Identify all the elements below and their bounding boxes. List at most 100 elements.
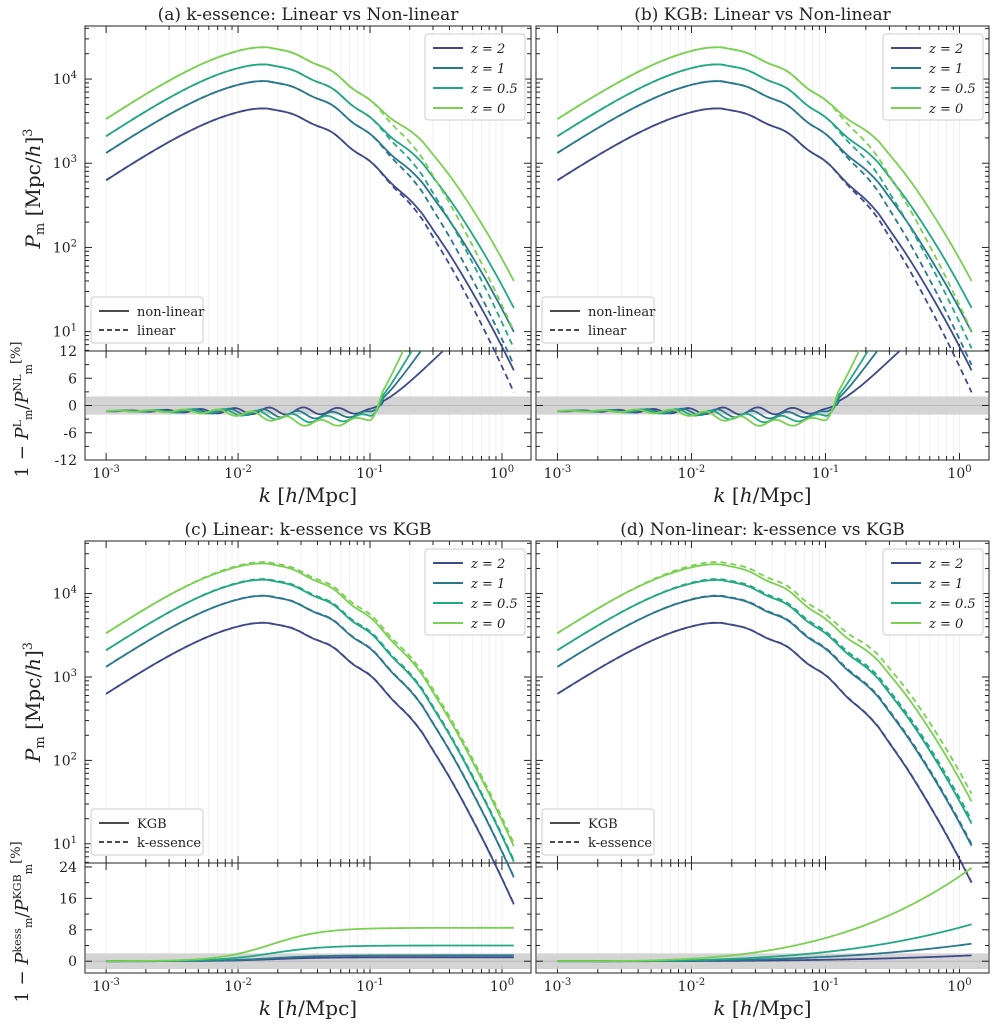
ratio-y-ticks xyxy=(536,866,989,962)
y-ticks xyxy=(536,27,989,351)
legend-label-z05: z = 0.5 xyxy=(928,82,976,97)
x-tick-label: 10-2 xyxy=(224,977,252,995)
y-tick-label: 104 xyxy=(53,585,77,603)
legend-style-label: KGB xyxy=(137,817,167,832)
y-tick-label: 102 xyxy=(53,751,77,769)
ratio-frame xyxy=(84,862,532,974)
panel-0: 10-3 10-2 10-1 100 101 102 103 104 Pm [Mpc/h]3 (a… xyxy=(9,5,532,507)
legend-label-z0: z = 0 xyxy=(470,617,505,632)
legend-style-label: non-linear xyxy=(588,305,656,320)
panel-title: (a) k-essence: Linear vs Non-linear xyxy=(158,5,460,25)
ratio-z05 xyxy=(106,351,413,424)
y-ticks xyxy=(85,542,531,863)
curve-z2-solid xyxy=(105,621,515,905)
x-axis-label: k [h/Mpc] xyxy=(713,996,811,1020)
ratio-z0 xyxy=(106,351,405,427)
curve-z1-dashed xyxy=(556,594,973,845)
ratio-tick-label: 12 xyxy=(59,344,77,360)
ratio-curves xyxy=(557,867,973,963)
y-tick-label: 101 xyxy=(53,323,77,341)
y-axis-label: Pm [Mpc/h]3 xyxy=(21,642,48,763)
legend-label-z1: z = 1 xyxy=(470,577,505,592)
legend-label-z2: z = 2 xyxy=(928,557,963,572)
style-legend: non-linear linear xyxy=(90,296,205,344)
y-tick-label: 102 xyxy=(53,238,77,256)
ratio-curves xyxy=(557,351,901,427)
legend-label-z1: z = 1 xyxy=(928,577,963,592)
x-axis-label: k [h/Mpc] xyxy=(713,483,811,507)
legend-style-label: KGB xyxy=(588,817,618,832)
legend-style-label: non-linear xyxy=(137,305,205,320)
legend-box xyxy=(541,296,655,344)
x-tick-label: 10-2 xyxy=(224,464,252,482)
curve-z1-dashed xyxy=(105,594,515,878)
redshift-legend: z = 2 z = 1 z = 0.5 z = 0 xyxy=(424,548,526,636)
ratio-z05 xyxy=(557,351,869,424)
legend-box xyxy=(90,296,204,344)
curve-z2-dashed xyxy=(105,621,515,905)
x-tick-label: 100 xyxy=(947,977,971,995)
ratio-y-ticks xyxy=(85,350,531,461)
y-tick-label: 103 xyxy=(53,154,77,172)
legend-label-z05: z = 0.5 xyxy=(470,82,518,97)
legend-label-z05: z = 0.5 xyxy=(470,597,518,612)
ratio-frame xyxy=(535,862,990,974)
panel-1: 10-3 10-2 10-1 100 (b) KGB: Linear vs Non-li… xyxy=(535,5,990,507)
legend-box xyxy=(424,33,526,121)
grid-lines xyxy=(105,26,503,460)
legend-box xyxy=(541,808,655,856)
curve-z05-dashed xyxy=(105,63,515,349)
legend-box xyxy=(90,808,204,856)
x-axis-label: k [h/Mpc] xyxy=(259,483,357,507)
legend-box xyxy=(882,548,984,636)
x-tick-label: 10-2 xyxy=(678,977,706,995)
legend-label-z0: z = 0 xyxy=(470,102,505,117)
panel-2: 10-3 10-2 10-1 100 101 102 103 104 Pm [Mpc/h]3 (c… xyxy=(9,520,532,1020)
curve-z05-dashed xyxy=(105,578,515,861)
x-tick-label: 10-1 xyxy=(812,464,840,482)
curve-z0-solid xyxy=(105,562,515,847)
legend-style-label: k-essence xyxy=(137,836,201,851)
legend-label-z05: z = 0.5 xyxy=(928,597,976,612)
legend-box xyxy=(882,33,984,121)
y-tick-label: 104 xyxy=(53,70,77,88)
style-legend: KGB k-essence xyxy=(541,808,655,856)
y-ticks xyxy=(536,542,989,863)
ratio-y-ticks xyxy=(536,350,989,461)
curve-z05-dashed xyxy=(556,63,973,349)
legend-box xyxy=(424,548,526,636)
spectrum-curves xyxy=(105,561,515,905)
redshift-legend: z = 2 z = 1 z = 0.5 z = 0 xyxy=(424,33,526,121)
spectrum-curves xyxy=(105,46,515,393)
ratio-tick-label: 16 xyxy=(59,891,77,907)
x-tick-label: 100 xyxy=(947,464,971,482)
x-tick-label: 10-3 xyxy=(92,977,120,995)
curve-z0-dashed xyxy=(556,46,973,332)
x-tick-label: 10-1 xyxy=(812,977,840,995)
redshift-legend: z = 2 z = 1 z = 0.5 z = 0 xyxy=(882,33,984,121)
panel-title: (c) Linear: k-essence vs KGB xyxy=(184,520,431,540)
x-tick-label: 10-3 xyxy=(92,464,120,482)
ratio-z0 xyxy=(557,351,861,427)
x-tick-label: 10-1 xyxy=(356,977,384,995)
ratio-tick-label: -12 xyxy=(54,453,77,469)
legend-label-z0: z = 0 xyxy=(928,102,963,117)
x-axis-label: k [h/Mpc] xyxy=(259,996,357,1020)
curve-z1-dashed xyxy=(556,80,973,366)
grid-lines xyxy=(105,541,503,973)
ratio-tick-label: -6 xyxy=(63,426,77,442)
curve-z05-dashed xyxy=(556,578,973,821)
ratio-tick-label: 24 xyxy=(59,860,77,876)
y-tick-label: 101 xyxy=(53,835,77,853)
ratio-z0 xyxy=(557,867,973,963)
ratio-tick-label: 8 xyxy=(68,923,77,939)
legend-label-z2: z = 2 xyxy=(470,557,505,572)
ratio-axis-label: 1 − PLm/PNLm[%] xyxy=(9,342,35,478)
legend-label-z1: z = 1 xyxy=(470,62,505,77)
ratio-curves xyxy=(106,351,445,427)
ratio-tick-label: 0 xyxy=(68,954,77,970)
ratio-curves xyxy=(106,926,514,963)
legend-style-label: k-essence xyxy=(588,836,652,851)
ratio-axis-label: 1 − Pkessm/PKGBm[%] xyxy=(9,841,35,1002)
